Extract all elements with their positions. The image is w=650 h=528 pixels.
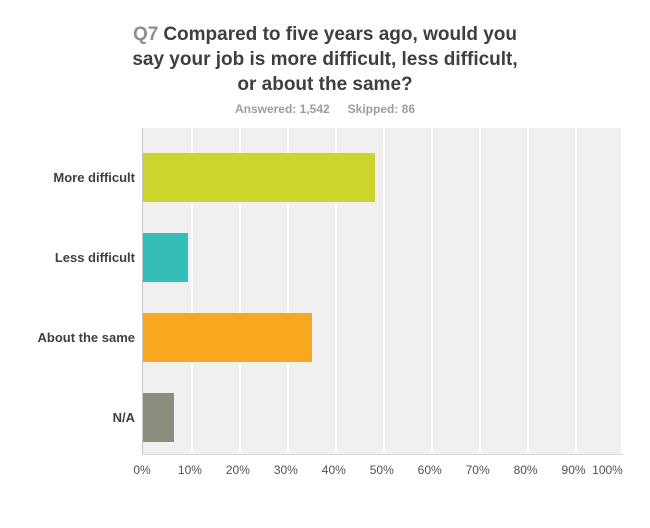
x-tick-label-0pct: 0% — [133, 463, 151, 477]
gridline-20pct — [239, 128, 241, 454]
category-label-about-the-same: About the same — [37, 330, 135, 345]
bar-more-difficult — [143, 153, 375, 202]
category-label-more-difficult: More difficult — [53, 170, 135, 185]
chart-title-line-2: say your job is more difficult, less dif… — [132, 49, 518, 70]
x-tick-label-80pct: 80% — [513, 463, 538, 477]
category-label-n-a: N/A — [112, 410, 135, 425]
answered-count: Answered: 1,542 — [234, 102, 330, 116]
x-tick-label-30pct: 30% — [273, 463, 298, 477]
x-tick-label-100pct: 100% — [592, 463, 623, 477]
skipped-count: Skipped: 86 — [347, 102, 416, 116]
x-tick-label-60pct: 60% — [417, 463, 442, 477]
x-tick-label-90pct: 90% — [561, 463, 586, 477]
gridline-10pct — [191, 128, 193, 454]
x-tick-label-50pct: 50% — [369, 463, 394, 477]
gridline-70pct — [479, 128, 481, 454]
gridline-40pct — [335, 128, 337, 454]
plot-area — [142, 128, 623, 455]
chart-subtitle: Answered: 1,542 Skipped: 86 — [0, 102, 650, 116]
category-label-less-difficult: Less difficult — [54, 250, 135, 265]
gridline-90pct — [575, 128, 577, 454]
gridline-80pct — [527, 128, 529, 454]
chart-title-line-3: or about the same? — [237, 74, 413, 95]
bar-less-difficult — [143, 233, 189, 282]
gridline-60pct — [431, 128, 433, 454]
x-tick-label-20pct: 20% — [225, 463, 250, 477]
gridline-30pct — [287, 128, 289, 454]
gridline-50pct — [383, 128, 385, 454]
bar-about-the-same — [143, 313, 313, 362]
chart-title: Q7 Compared to five years ago, would you … — [0, 22, 650, 97]
bar-n-a — [143, 393, 174, 442]
x-tick-label-10pct: 10% — [177, 463, 202, 477]
chart-title-text: Compared to five years ago, would you — [163, 24, 518, 45]
chart-title-line-1: Q7 Compared to five years ago, would you — [0, 22, 650, 47]
question-number: Q7 — [132, 24, 159, 45]
x-tick-label-70pct: 70% — [465, 463, 490, 477]
x-tick-label-40pct: 40% — [321, 463, 346, 477]
gridline-100pct — [621, 128, 623, 454]
